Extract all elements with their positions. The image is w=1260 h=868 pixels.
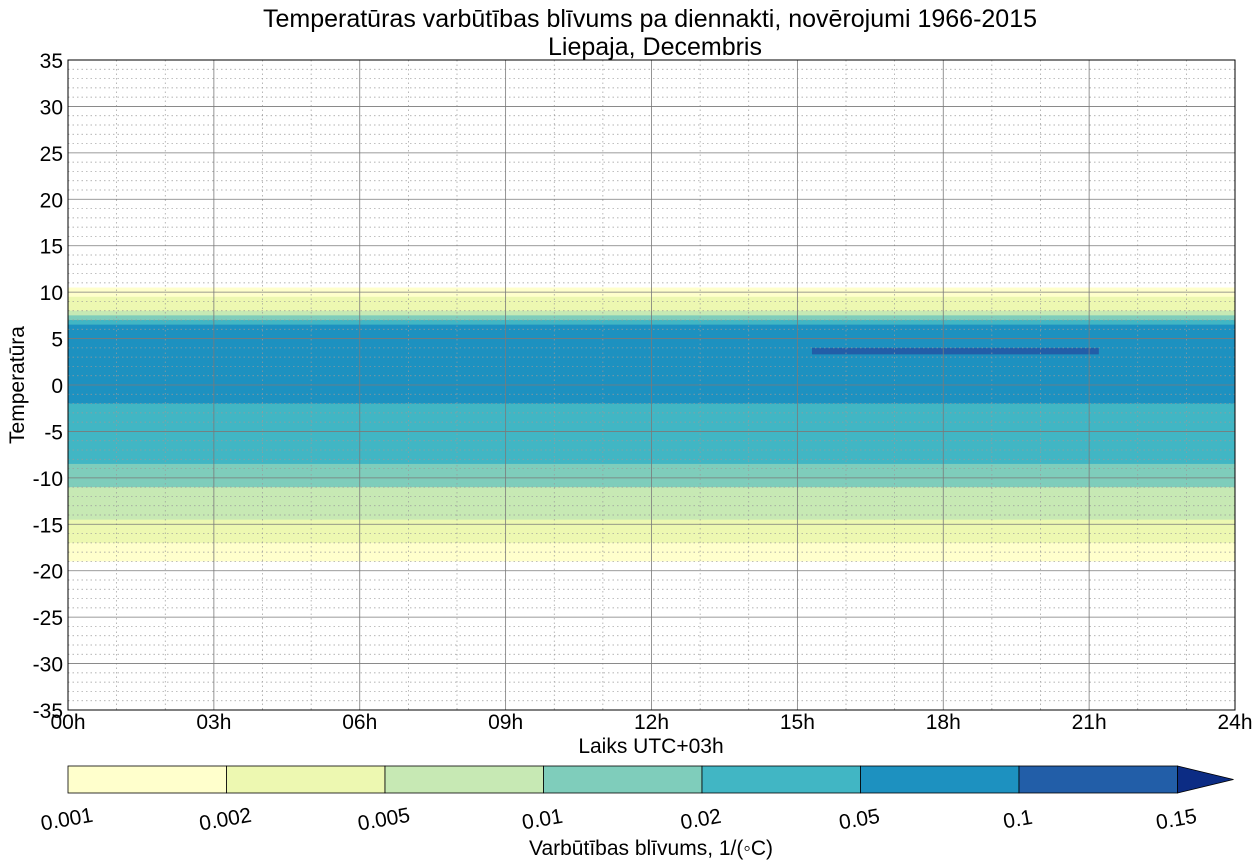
colorbar-tick-label: 0.05 (837, 805, 881, 835)
y-tick-label: 0 (51, 375, 63, 398)
x-tick-label: 12h (634, 711, 669, 734)
y-tick-label: 5 (51, 329, 63, 352)
y-tick-label: 10 (40, 282, 63, 305)
colorbar-segment (701, 765, 861, 794)
colorbar-extend-arrow (1177, 765, 1234, 794)
y-tick-label: -15 (33, 514, 63, 537)
y-tick-label: 25 (40, 143, 63, 166)
x-axis-label: Laiks UTC+03h (578, 735, 723, 758)
y-tick-label: -30 (33, 654, 63, 677)
colorbar-segment (1018, 765, 1178, 794)
y-tick-label: 20 (40, 189, 63, 212)
y-tick-label: -35 (33, 700, 63, 723)
colorbar-label: Varbūtības blīvums, 1/(◦C) (529, 837, 773, 860)
colorbar-segment (67, 765, 227, 794)
x-tick-label: 18h (926, 711, 961, 734)
colorbar-tick-labels: 0.001 0.002 0.005 0.01 0.02 0.05 0.1 0.15 (39, 804, 1199, 836)
y-axis-label: Temperatūra (6, 326, 29, 444)
colorbar-segment (860, 765, 1020, 794)
plot-frame (67, 59, 1236, 711)
y-tick-label: -10 (33, 468, 63, 491)
y-tick-label: -25 (33, 607, 63, 630)
x-tick-label: 06h (342, 711, 377, 734)
y-axis-ticks: 35 30 25 20 15 10 5 0 -5 -10 -15 -20 -25 -30 -35 (33, 50, 63, 723)
x-axis-ticks: 00h 03h 06h 09h 12h 15h 18h 21h 24h (50, 711, 1252, 734)
colorbar-tick-label: 0.01 (520, 805, 564, 835)
colorbar-segment (384, 765, 544, 794)
x-tick-label: 24h (1217, 711, 1252, 734)
colorbar-segment (226, 765, 386, 794)
colorbar-tick-label: 0.002 (197, 804, 253, 836)
x-tick-label: 00h (50, 711, 85, 734)
colorbar-tick-label: 0.15 (1154, 805, 1198, 835)
chart-title: Temperatūras varbūtības blīvums pa dienn… (263, 5, 1037, 33)
minor-grid (68, 60, 1235, 710)
y-tick-label: 15 (40, 236, 63, 259)
y-tick-label: 35 (40, 50, 63, 73)
colorbar-tick-label: 0.02 (679, 805, 723, 835)
x-tick-label: 03h (196, 711, 231, 734)
chart-subtitle: Liepaja, Decembris (548, 33, 762, 61)
colorbar-tick-label: 0.005 (356, 804, 412, 836)
colorbar-tick-label: 0.001 (39, 804, 95, 836)
y-tick-label: 30 (40, 96, 63, 119)
x-tick-label: 15h (780, 711, 815, 734)
x-tick-label: 21h (1072, 711, 1107, 734)
y-tick-label: -5 (44, 421, 63, 444)
colorbar-segment (543, 765, 703, 794)
x-tick-label: 09h (488, 711, 523, 734)
y-tick-label: -20 (33, 561, 63, 584)
plot-area (67, 59, 1236, 711)
colorbar-tick-label: 0.1 (1001, 806, 1034, 834)
density-band-6 (811, 347, 1099, 355)
colorbar (67, 765, 1234, 794)
